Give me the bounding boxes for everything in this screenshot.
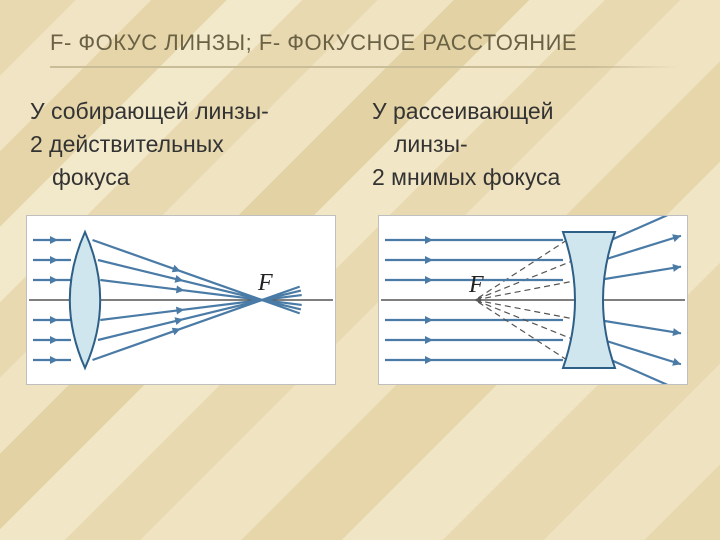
diverging-lens-svg: F: [379, 216, 687, 384]
svg-text:F: F: [468, 272, 484, 298]
right-column: У рассеивающей линзы- 2 мнимых фокуса F: [372, 96, 696, 385]
right-text: У рассеивающей линзы- 2 мнимых фокуса: [372, 96, 696, 193]
diverging-lens-diagram: F: [378, 215, 688, 385]
svg-text:F: F: [257, 270, 273, 296]
title-block: F- ФОКУС ЛИНЗЫ; F- ФОКУСНОЕ РАССТОЯНИЕ: [0, 0, 720, 68]
left-column: У собирающей линзы- 2 действительных фок…: [30, 96, 354, 385]
slide-title: F- ФОКУС ЛИНЗЫ; F- ФОКУСНОЕ РАССТОЯНИЕ: [50, 30, 680, 56]
columns: У собирающей линзы- 2 действительных фок…: [0, 68, 720, 385]
left-text: У собирающей линзы- 2 действительных фок…: [30, 96, 354, 193]
slide: F- ФОКУС ЛИНЗЫ; F- ФОКУСНОЕ РАССТОЯНИЕ У…: [0, 0, 720, 540]
right-line1: У рассеивающей: [372, 96, 696, 127]
converging-lens-svg: F: [27, 216, 335, 384]
right-line2: линзы-: [372, 129, 696, 160]
left-line3: фокуса: [30, 162, 354, 193]
left-line2: 2 действительных: [30, 129, 354, 160]
right-line3: 2 мнимых фокуса: [372, 162, 696, 193]
left-line1: У собирающей линзы-: [30, 96, 354, 127]
converging-lens-diagram: F: [26, 215, 336, 385]
